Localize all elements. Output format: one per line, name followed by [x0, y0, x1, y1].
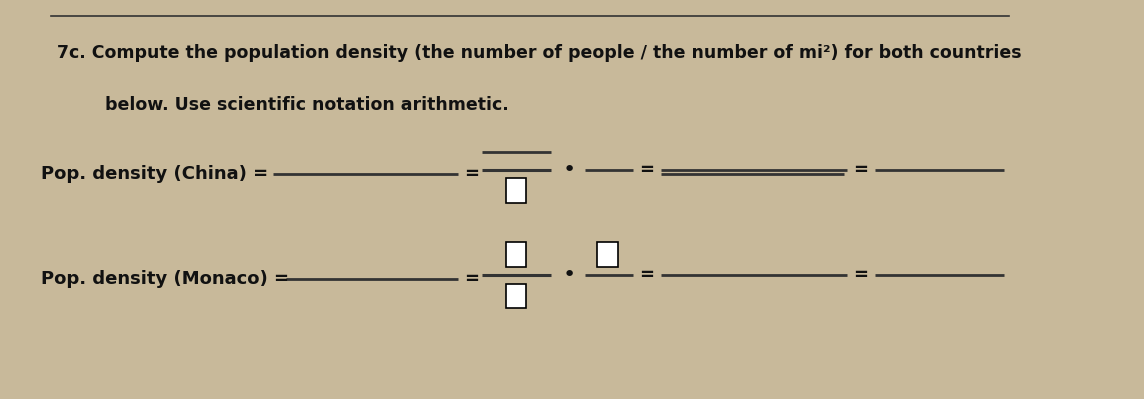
Text: =: =	[639, 160, 654, 179]
Text: =: =	[464, 270, 479, 288]
Text: Pop. density (China) =: Pop. density (China) =	[41, 164, 269, 183]
Bar	[597, 242, 618, 267]
Bar	[506, 284, 526, 308]
Text: =: =	[464, 164, 479, 183]
Text: =: =	[639, 266, 654, 284]
Text: •: •	[563, 160, 575, 180]
Bar	[506, 178, 526, 203]
Text: •: •	[563, 265, 575, 285]
Text: below. Use scientific notation arithmetic.: below. Use scientific notation arithmeti…	[57, 96, 508, 114]
Text: =: =	[853, 266, 868, 284]
Text: =: =	[853, 160, 868, 179]
Bar	[506, 242, 526, 267]
Text: 7c. Compute the population density (the number of people / the number of mi²) fo: 7c. Compute the population density (the …	[57, 44, 1022, 62]
Text: Pop. density (Monaco) =: Pop. density (Monaco) =	[41, 270, 289, 288]
